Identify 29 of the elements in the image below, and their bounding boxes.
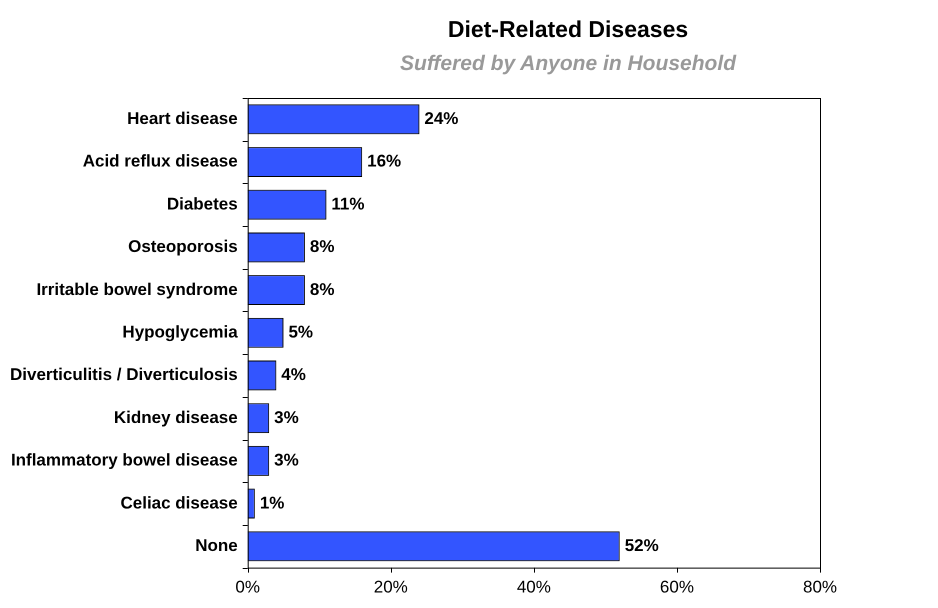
y-tick-label: Kidney disease [114,408,238,427]
y-tick-label: Diabetes [166,194,238,214]
y-tick-label: Heart disease [127,109,238,128]
data-label: 4% [281,365,306,384]
y-tick-label: Acid reflux disease [82,152,238,171]
data-label: 8% [310,237,334,256]
y-tick-label: None [195,536,238,555]
y-tick-label: Diverticulitis / Diverticulosis [10,365,238,384]
data-label: 3% [274,450,299,470]
x-tick-label: 80% [802,577,838,596]
data-label: 24% [424,109,458,128]
data-label: 16% [367,152,402,171]
data-label: 1% [260,493,284,512]
data-label: 8% [310,280,334,299]
y-tick-label: Osteoporosis [128,237,238,256]
y-tick-label: Hypoglycemia [122,322,238,342]
chart-subtitle: Suffered by Anyone in Household [398,52,738,76]
x-tick-label: 40% [516,577,551,596]
x-tick-label: 20% [374,577,408,596]
x-tick-label: 0% [235,577,260,596]
y-tick-label: Irritable bowel syndrome [36,280,238,299]
data-label: 5% [288,322,314,342]
data-label: 52% [624,536,659,555]
y-tick-label: Celiac disease [120,493,238,512]
x-tick-label: 60% [660,577,694,596]
data-label: 3% [274,408,299,427]
y-tick-label: Inflammatory bowel disease [10,450,238,470]
data-label: 11% [331,194,364,214]
chart-title: Diet-Related Diseases [446,16,690,43]
